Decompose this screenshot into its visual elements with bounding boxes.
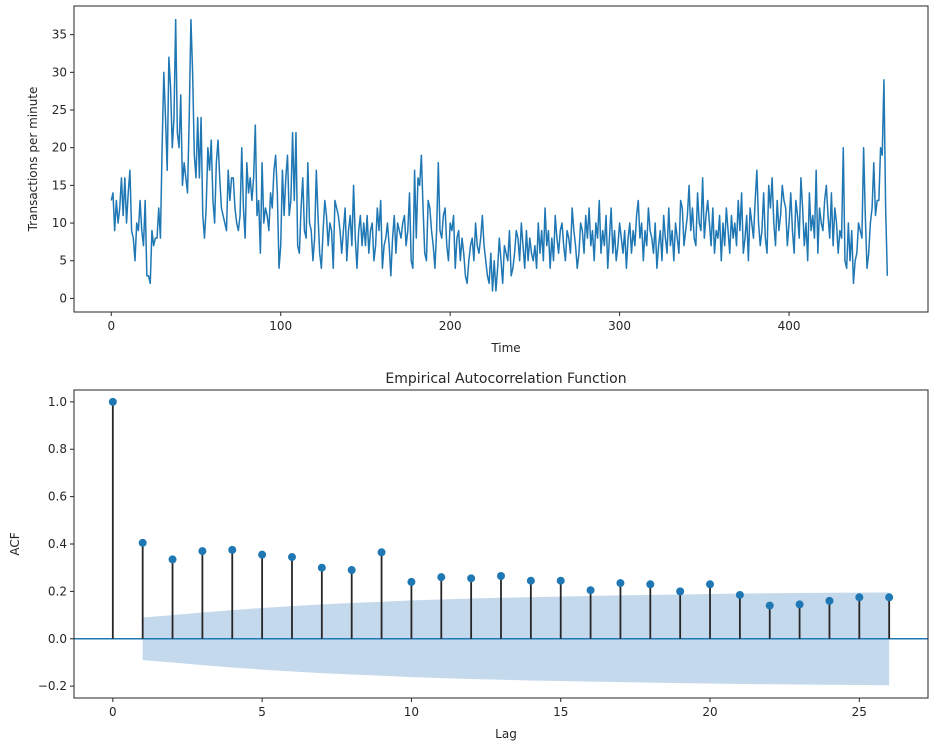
time-y-tick-label: 15 — [52, 178, 67, 192]
time-series-frame — [73, 5, 929, 313]
acf-point — [855, 593, 864, 602]
acf-point — [735, 590, 744, 599]
acf-point — [258, 550, 267, 559]
acf-point — [317, 563, 326, 572]
acf-point — [765, 601, 774, 610]
time-y-tick-label: 30 — [52, 65, 67, 79]
acf-point — [377, 548, 386, 557]
acf-x-tick-label: 5 — [258, 705, 266, 719]
acf-y-axis-ticks: −0.2 0.0 0.2 0.4 0.6 0.8 1.0 — [38, 395, 74, 693]
acf-y-tick-label: 0.4 — [48, 537, 67, 551]
acf-point — [586, 586, 595, 595]
time-y-tick-label: 35 — [52, 28, 67, 42]
acf-point — [287, 553, 296, 562]
time-x-tick-label: 300 — [608, 319, 631, 333]
acf-point — [228, 545, 237, 554]
time-x-tick-label: 400 — [778, 319, 801, 333]
acf-x-tick-label: 15 — [553, 705, 568, 719]
acf-x-axis-label: Lag — [495, 727, 517, 741]
time-y-tick-label: 5 — [59, 254, 67, 268]
time-x-axis-label: Time — [490, 341, 520, 355]
acf-chart-title: Empirical Autocorrelation Function — [385, 371, 626, 387]
time-x-tick-label: 100 — [269, 319, 292, 333]
time-series-plot-area — [110, 18, 889, 292]
time-y-tick-label: 0 — [59, 291, 67, 305]
acf-point — [138, 538, 147, 547]
acf-panel: Empirical Autocorrelation Function 0 5 10 1… — [8, 371, 929, 741]
acf-point — [108, 397, 117, 406]
acf-point — [168, 555, 177, 564]
acf-point — [556, 576, 565, 585]
acf-point — [437, 573, 446, 582]
time-y-axis-label: Transactions per minute — [26, 87, 40, 233]
acf-point — [616, 579, 625, 588]
time-y-tick-label: 25 — [52, 103, 67, 117]
acf-y-tick-label: 0.8 — [48, 442, 67, 456]
acf-y-tick-label: 0.2 — [48, 584, 67, 598]
time-series-line — [110, 18, 889, 292]
time-x-axis-ticks: 0 100 200 300 400 — [107, 312, 801, 333]
acf-y-tick-label: 0.0 — [48, 632, 67, 646]
acf-point — [497, 571, 505, 580]
acf-point — [825, 596, 834, 605]
acf-point — [646, 580, 655, 589]
acf-x-tick-label: 10 — [404, 705, 419, 719]
acf-point — [795, 600, 804, 609]
time-y-axis-ticks: 0 5 10 15 20 25 30 35 — [52, 28, 74, 305]
acf-x-axis-ticks: 0 5 10 15 20 25 — [109, 698, 867, 719]
time-x-tick-label: 0 — [107, 319, 115, 333]
acf-y-tick-label: −0.2 — [38, 679, 67, 693]
acf-point — [706, 580, 715, 589]
acf-point — [526, 576, 535, 585]
time-y-tick-label: 10 — [52, 216, 67, 230]
acf-y-axis-label: ACF — [8, 532, 22, 555]
acf-point — [885, 593, 894, 602]
acf-point — [467, 574, 476, 583]
acf-y-tick-label: 1.0 — [48, 395, 67, 409]
acf-point — [347, 566, 356, 575]
acf-frame — [73, 389, 929, 699]
acf-point — [676, 587, 685, 596]
acf-x-tick-label: 0 — [109, 705, 117, 719]
time-x-tick-label: 200 — [439, 319, 462, 333]
acf-point — [198, 547, 207, 556]
acf-y-tick-label: 0.6 — [48, 490, 67, 504]
acf-point — [407, 577, 416, 586]
time-y-tick-label: 20 — [52, 141, 67, 155]
acf-x-tick-label: 25 — [852, 705, 867, 719]
acf-x-tick-label: 20 — [702, 705, 717, 719]
acf-plot-area — [74, 397, 928, 686]
time-series-panel: 0 100 200 300 400 0 5 10 15 20 25 30 35 Time Transa… — [26, 5, 929, 355]
